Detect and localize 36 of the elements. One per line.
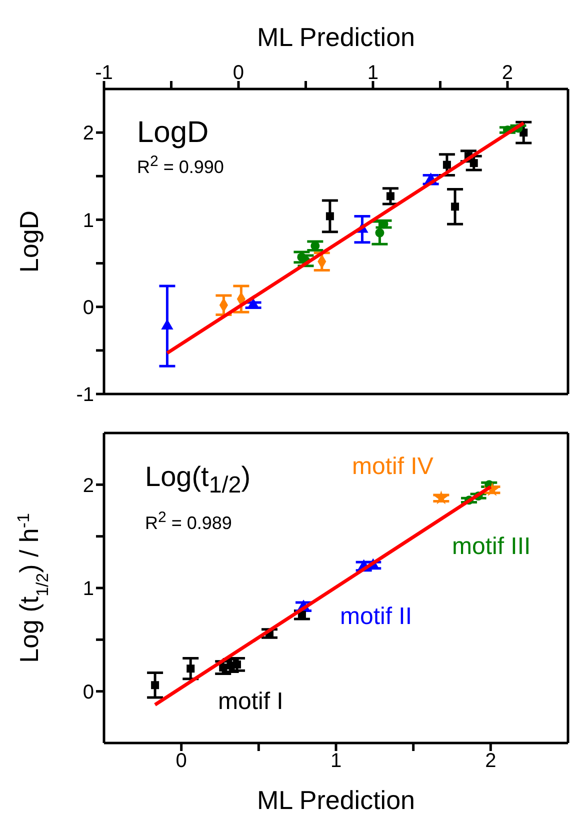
annotation: Log(t$_{1/2}$) [145,461,251,498]
point [442,160,451,169]
point [233,660,242,668]
y-tick-label: 2 [82,122,94,145]
y-tick-label: 1 [82,210,94,232]
point [186,664,195,673]
y-tick-label: 2 [82,474,94,497]
series-label: motif I [218,688,284,716]
y-tick-label: 0 [82,681,94,704]
point [470,159,478,168]
x-tick-label: 2 [502,62,514,84]
x-axis-title: ML Prediction [257,22,415,52]
point [161,319,174,330]
series-label: motif II [340,603,412,631]
y-tick-label: 0 [82,296,94,319]
point [451,202,460,211]
y-tick-label: 1 [82,578,94,600]
y-tick-label: -1 [76,384,94,406]
annotation: R$^{2}$ = 0.990 [137,153,224,178]
x-tick-label: 2 [485,750,496,772]
x-tick-label: 1 [330,750,342,772]
x-tick-label: 0 [176,750,187,772]
point [151,681,160,690]
x-tick-label: 0 [232,62,244,84]
y-axis-title: LogD [14,210,44,273]
x-tick-label: 1 [367,62,379,84]
series-label: motif IV [352,453,434,481]
series-label: motif III [452,533,531,561]
point [434,490,448,504]
point [375,228,384,238]
point [219,664,228,672]
x-axis-title: ML Prediction [257,785,415,815]
point [326,212,334,220]
point [386,192,394,200]
annotation: R$^{2}$ = 0.989 [145,509,232,534]
annotation: LogD [137,116,209,149]
